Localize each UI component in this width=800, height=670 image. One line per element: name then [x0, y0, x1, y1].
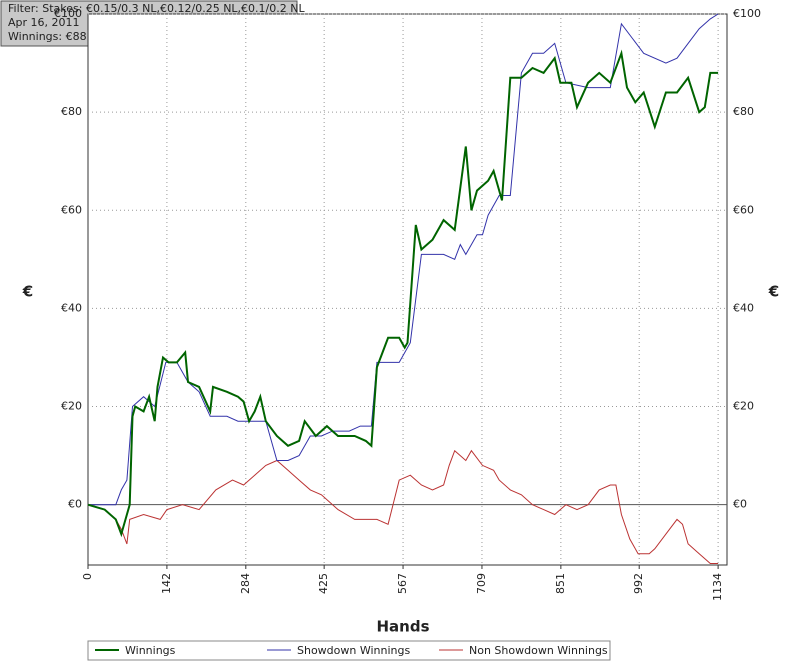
legend: [87, 640, 611, 661]
y2-tick-label: €60: [733, 203, 754, 216]
info-line: Apr 16, 2011: [8, 16, 80, 29]
x-tick-label: 425: [317, 573, 330, 594]
y2-tick-label: €80: [733, 105, 754, 118]
legend-label: Winnings: [125, 644, 176, 657]
y-tick-label: €80: [61, 105, 82, 118]
y2-tick-label: €0: [733, 498, 747, 511]
x-tick-label: 284: [239, 573, 252, 594]
y2-axis-label: €: [768, 283, 779, 301]
y-tick-label: €40: [61, 301, 82, 314]
series-line: [88, 13, 719, 506]
y2-tick-label: €100: [733, 7, 761, 20]
info-line: Winnings: €88.23: [8, 30, 104, 43]
x-tick-label: 851: [554, 573, 567, 594]
y-tick-label: €0: [68, 498, 82, 511]
series-line: [87, 49, 719, 538]
y-axis-label: €: [22, 283, 33, 301]
y2-tick-label: €40: [733, 301, 754, 314]
y-tick-label: €100: [54, 7, 82, 20]
legend-label: Showdown Winnings: [297, 644, 411, 657]
y-tick-label: €60: [61, 203, 82, 216]
x-tick-label: 992: [632, 573, 645, 594]
x-tick-label: 567: [396, 573, 409, 594]
y-tick-label: €20: [61, 400, 82, 413]
legend-label: Non Showdown Winnings: [469, 644, 608, 657]
series-line: [87, 449, 719, 564]
x-tick-label: 1134: [711, 573, 724, 601]
plot-area: [87, 13, 728, 566]
x-axis-label: Hands: [376, 618, 429, 636]
x-tick-label: 0: [81, 573, 94, 580]
y2-tick-label: €20: [733, 400, 754, 413]
info-line: Filter: Stakes: €0.15/0.3 NL,€0.12/0.25 …: [8, 2, 305, 15]
x-tick-label: 709: [475, 573, 488, 594]
x-tick-label: 142: [160, 573, 173, 594]
